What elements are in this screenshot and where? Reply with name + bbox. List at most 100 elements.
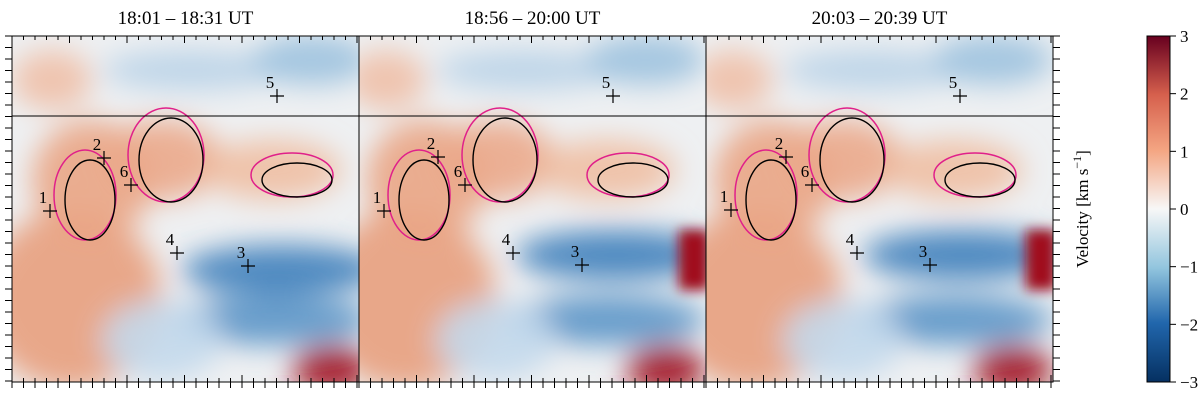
map-patch [506, 295, 706, 345]
marker-cross [779, 150, 793, 164]
map-patch [853, 295, 1053, 345]
marker-label: 1 [373, 188, 382, 207]
map-patch [102, 300, 222, 380]
map-patch [182, 245, 359, 295]
colorbar [1146, 35, 1171, 383]
marker-label: 6 [454, 162, 463, 181]
map-patch [973, 345, 1053, 382]
marker-cross [953, 89, 967, 103]
colorbar-label-text: Velocity [km s [1073, 169, 1092, 268]
map-patch [102, 120, 222, 200]
marker-cross [458, 178, 472, 192]
map-patch [1026, 230, 1053, 290]
marker-label: 4 [166, 230, 175, 249]
colorbar-tick-label: 0 [1180, 200, 1189, 219]
marker-label: 4 [846, 230, 855, 249]
map-patch [536, 140, 676, 200]
colorbar-tick-label: 2 [1180, 85, 1189, 104]
marker-label: 2 [427, 134, 436, 153]
panel: 20:03 – 20:39 UT 1 2 3 4 5 6 [705, 8, 1060, 388]
marker-cross [377, 204, 391, 218]
map-patch [706, 50, 773, 110]
map-patch [783, 300, 903, 380]
velocity-map [706, 36, 1053, 382]
colorbar-label: Velocity [km s−1] [1070, 150, 1092, 268]
map-patch [883, 140, 1023, 200]
panel-title: 18:01 – 18:31 UT [118, 8, 254, 29]
contour-magenta [734, 149, 798, 241]
map-patch [516, 230, 706, 280]
map-patch [359, 50, 426, 110]
marker-cross [170, 246, 184, 260]
colorbar-tick-label: 1 [1180, 142, 1189, 161]
marker-cross [431, 150, 445, 164]
map-texture [12, 36, 359, 382]
colorbar-tick-label: −1 [1180, 258, 1198, 277]
marker-label: 5 [949, 73, 958, 92]
map-patch [626, 345, 706, 382]
map-patch [436, 300, 556, 380]
contour-black [472, 117, 538, 203]
marker-cross [805, 178, 819, 192]
panel-title: 20:03 – 20:39 UT [812, 8, 948, 29]
marker-cross [270, 89, 284, 103]
contour-black [64, 159, 116, 241]
panel: 18:56 – 20:00 UT 1 2 3 4 5 6 [358, 8, 707, 388]
contour-black [944, 162, 1016, 198]
marker-label: 6 [120, 162, 129, 181]
marker-label: 2 [775, 134, 784, 153]
marker-cross [606, 89, 620, 103]
map-texture [706, 36, 1053, 382]
panel: 18:01 – 18:31 UT 1 2 3 4 5 6 [5, 8, 360, 388]
velocity-map [359, 36, 706, 382]
map-patch [252, 36, 359, 85]
marker-label: 3 [237, 243, 246, 262]
map-patch [436, 50, 616, 90]
map-patch [586, 36, 706, 85]
marker-cross [506, 246, 520, 260]
map-patch [679, 230, 706, 290]
marker-label: 5 [602, 73, 611, 92]
marker-label: 1 [39, 188, 48, 207]
map-texture [359, 36, 706, 382]
marker-cross [241, 259, 255, 273]
map-patch [12, 50, 92, 110]
marker-cross [575, 258, 589, 272]
marker-label: 2 [93, 135, 102, 154]
map-patch [436, 120, 556, 200]
map-patch [783, 50, 963, 90]
marker-cross [923, 258, 937, 272]
marker-label: 6 [801, 162, 810, 181]
map-patch [292, 345, 359, 382]
map-patch [933, 36, 1053, 85]
marker-cross [124, 178, 138, 192]
colorbar-tick-label: −2 [1180, 315, 1198, 334]
marker-cross [97, 151, 111, 165]
colorbar-tick-label: −3 [1180, 373, 1198, 392]
contour-magenta [53, 149, 117, 241]
map-patch [783, 120, 903, 200]
contour-magenta [387, 149, 451, 241]
colorbar-label-sup: −1 [1070, 156, 1084, 169]
panel-title: 18:56 – 20:00 UT [465, 8, 601, 29]
contour-black [138, 117, 204, 203]
marker-cross [43, 204, 57, 218]
marker-label: 4 [502, 230, 511, 249]
marker-cross [724, 203, 738, 217]
marker-cross [850, 246, 864, 260]
contour-black [597, 162, 669, 198]
contour-black [398, 159, 450, 241]
contour-black [745, 159, 797, 241]
marker-label: 1 [720, 187, 729, 206]
map-patch [863, 230, 1053, 280]
colorbar-tick-label: 3 [1180, 27, 1189, 46]
map-patch [102, 50, 282, 90]
velocity-map [12, 36, 359, 382]
marker-label: 5 [266, 73, 275, 92]
contour-black [819, 117, 885, 203]
contour-black [261, 162, 333, 198]
marker-label: 3 [919, 242, 928, 261]
colorbar-label-end: ] [1073, 150, 1092, 156]
